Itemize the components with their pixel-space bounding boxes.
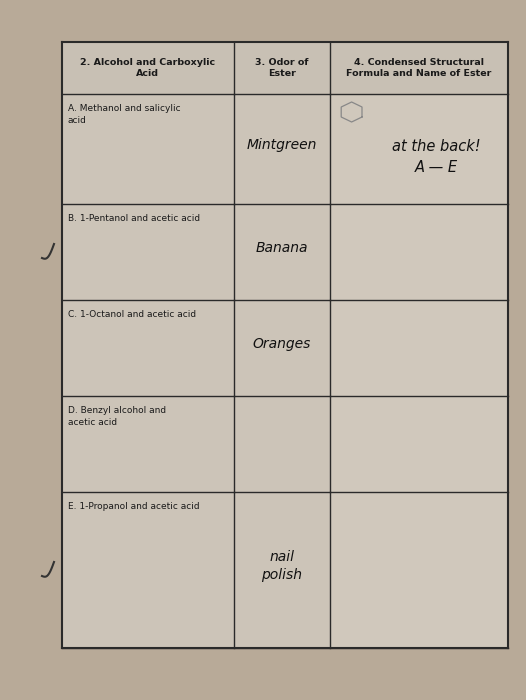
Text: C. 1-Octanol and acetic acid: C. 1-Octanol and acetic acid: [68, 310, 196, 319]
Bar: [62, 300, 234, 396]
Bar: [62, 204, 234, 300]
Bar: [234, 94, 330, 204]
Text: Mintgreen: Mintgreen: [247, 138, 317, 152]
Bar: [234, 300, 330, 396]
Text: at the back!
A — E: at the back! A — E: [392, 139, 481, 175]
Text: 4. Condensed Structural
Formula and Name of Ester: 4. Condensed Structural Formula and Name…: [346, 58, 491, 78]
Text: A. Methanol and salicylic
acid: A. Methanol and salicylic acid: [68, 104, 180, 125]
Text: E. 1-Propanol and acetic acid: E. 1-Propanol and acetic acid: [68, 502, 200, 511]
Text: B. 1-Pentanol and acetic acid: B. 1-Pentanol and acetic acid: [68, 214, 200, 223]
Bar: [62, 396, 234, 492]
Bar: [330, 300, 508, 396]
Bar: [234, 396, 330, 492]
Bar: [62, 94, 234, 204]
Text: 2. Alcohol and Carboxylic
Acid: 2. Alcohol and Carboxylic Acid: [80, 58, 216, 78]
Text: D. Benzyl alcohol and
acetic acid: D. Benzyl alcohol and acetic acid: [68, 406, 166, 427]
Bar: [330, 94, 508, 204]
Bar: [234, 492, 330, 648]
Bar: [330, 204, 508, 300]
Bar: [234, 204, 330, 300]
Bar: [330, 396, 508, 492]
Bar: [62, 42, 508, 94]
Text: Oranges: Oranges: [252, 337, 311, 351]
Bar: [62, 492, 234, 648]
Text: nail
polish: nail polish: [261, 550, 302, 582]
Bar: [330, 492, 508, 648]
Text: Banana: Banana: [256, 241, 308, 255]
Text: 3. Odor of
Ester: 3. Odor of Ester: [255, 58, 308, 78]
